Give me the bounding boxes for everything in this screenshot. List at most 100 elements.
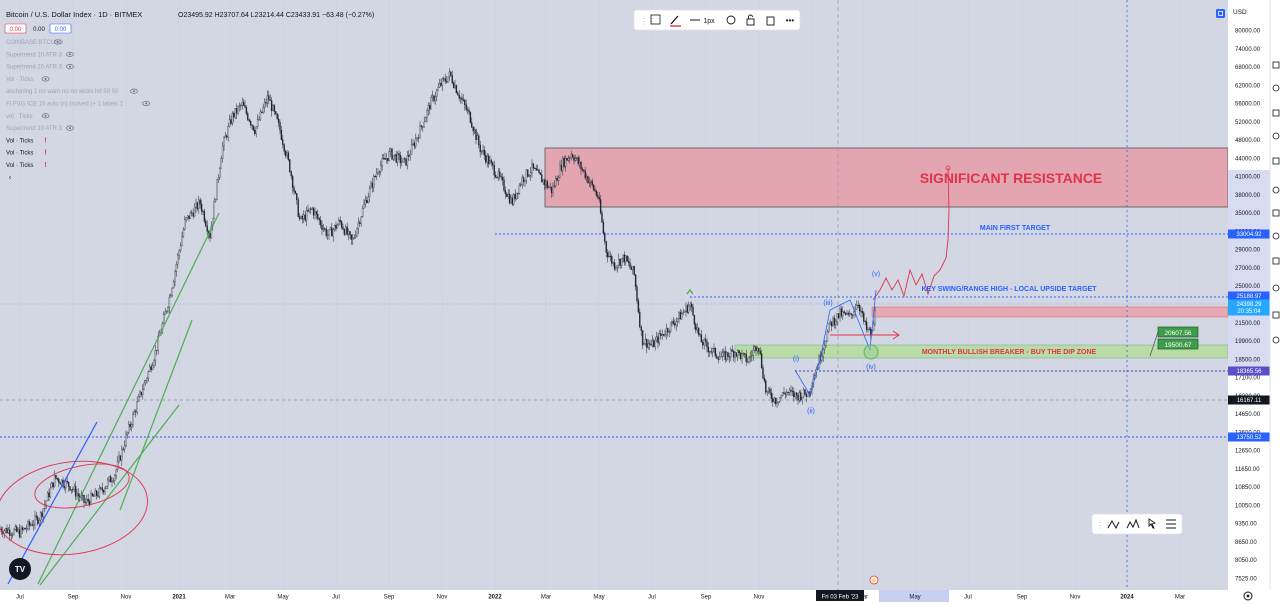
template-icon[interactable] xyxy=(650,14,661,25)
candle-body xyxy=(412,142,414,145)
eye-icon[interactable] xyxy=(41,113,50,119)
price-badge xyxy=(1228,291,1270,301)
warning-icon[interactable]: ! xyxy=(44,137,46,144)
candle-body xyxy=(213,200,215,220)
resistance-zone[interactable] xyxy=(544,147,1229,208)
collapse-chevron-icon[interactable]: ‹ xyxy=(9,174,12,181)
axis-settings-gear-icon[interactable] xyxy=(1243,591,1253,601)
candle-body xyxy=(602,221,605,234)
input-boxes[interactable]: 0.00 0.00 0.00 xyxy=(4,23,72,34)
highlight-ellipse-outer[interactable] xyxy=(0,452,154,564)
wave-iii-label[interactable]: (iii) xyxy=(823,300,832,307)
candle-body xyxy=(437,86,439,91)
settings-square-icon[interactable] xyxy=(1216,9,1225,18)
event-marker-icon[interactable]: ⚡ xyxy=(869,575,879,585)
indicator-label[interactable]: Vol · Ticks xyxy=(6,77,33,83)
candle-body xyxy=(795,392,798,396)
swing-high-label[interactable]: KEY SWING/RANGE HIGH - LOCAL UPSIDE TARG… xyxy=(921,286,1097,293)
wave-i-label[interactable]: (i) xyxy=(793,356,799,363)
pattern-tool-icon[interactable] xyxy=(1107,519,1120,530)
candle-body xyxy=(735,352,738,357)
indicator-label[interactable]: anchoring 1 no warn no no wicks hd 50 50 xyxy=(6,89,119,95)
price-label-bottom[interactable]: 19500.67 xyxy=(1157,338,1199,350)
wave-v-label[interactable]: (v) xyxy=(872,271,880,278)
candle-body xyxy=(30,524,32,526)
candle-body xyxy=(847,312,850,315)
drawing-toolbar[interactable]: ⋮⋮ 1px ••• xyxy=(633,9,801,31)
candle-body xyxy=(307,209,309,212)
indicator-label[interactable]: Vol · Ticks xyxy=(6,138,33,144)
candle-body xyxy=(361,208,364,218)
candle-body xyxy=(804,389,806,395)
candle-body xyxy=(430,97,432,110)
candle-body xyxy=(854,309,857,312)
toolbar-settings-icon[interactable] xyxy=(726,15,736,25)
candle-body xyxy=(431,95,434,98)
buy-circle[interactable] xyxy=(863,344,879,360)
candle-body xyxy=(174,271,176,282)
highlight-ellipse-inner[interactable] xyxy=(31,456,133,515)
indicator-label[interactable]: Supertrend 10 ATR 3 xyxy=(6,52,63,58)
pen-color-icon[interactable] xyxy=(670,15,679,25)
wave-iv-label[interactable]: (iv) xyxy=(866,364,876,371)
more-icon[interactable]: ••• xyxy=(786,16,795,25)
projected-path[interactable] xyxy=(872,167,950,301)
line-width-label[interactable]: 1px xyxy=(703,18,715,25)
candle-body xyxy=(56,478,59,480)
price-badge-label: 18365.56 xyxy=(1236,369,1262,375)
candle-body xyxy=(832,317,834,327)
lock-icon[interactable] xyxy=(746,18,755,26)
candle-body xyxy=(248,119,250,122)
candle-body xyxy=(689,303,691,307)
candle-body xyxy=(723,351,725,353)
indicator-label[interactable]: FI FVG ICE 15 auto (n) (solved (+ 1 labe… xyxy=(6,102,124,108)
replay-toolbar[interactable]: ⋮⋮ xyxy=(1091,513,1183,535)
eye-icon[interactable] xyxy=(130,88,138,94)
supply-zone[interactable] xyxy=(871,306,1229,318)
currency-label[interactable]: USD xyxy=(1233,9,1247,16)
wave-tool-icon[interactable] xyxy=(1126,518,1140,529)
indicator-label[interactable]: Supertrend 20 ATR 3 xyxy=(6,65,63,71)
trend-line-blue[interactable] xyxy=(7,421,98,585)
indicator-label[interactable]: vol · Ticks xyxy=(6,114,33,120)
candle-body xyxy=(805,394,808,397)
indicator-label[interactable]: COINBASE:BTCUSD xyxy=(6,40,64,46)
eye-icon[interactable] xyxy=(142,100,151,107)
trend-line-green-2[interactable] xyxy=(119,319,193,511)
plot-area[interactable] xyxy=(0,0,1228,590)
candle-body xyxy=(765,380,767,393)
candle-body xyxy=(322,228,325,230)
eye-icon[interactable] xyxy=(66,51,74,57)
candle-body xyxy=(709,351,711,353)
eye-icon[interactable] xyxy=(66,125,74,131)
warning-icon[interactable]: ! xyxy=(44,150,46,157)
time-axis[interactable] xyxy=(0,590,1270,605)
warning-icon[interactable]: ! xyxy=(44,162,46,169)
candle-body xyxy=(178,250,180,256)
eye-icon[interactable] xyxy=(66,64,74,70)
indicator-label[interactable]: Vol · Ticks xyxy=(6,163,33,169)
candle-body xyxy=(710,351,712,353)
time-highlight-label: May xyxy=(909,595,920,601)
object-tree-icon[interactable] xyxy=(1166,519,1176,529)
trash-icon[interactable] xyxy=(766,16,775,26)
resistance-label[interactable]: SIGNIFICANT RESISTANCE xyxy=(920,170,1103,186)
candle-body xyxy=(235,108,238,114)
eye-icon[interactable] xyxy=(53,39,62,45)
candle-body xyxy=(532,163,535,169)
main-target-label[interactable]: MAIN FIRST TARGET xyxy=(980,225,1051,232)
indicator-label[interactable]: Vol · Ticks xyxy=(6,151,33,157)
symbol-title[interactable]: Bitcoin / U.S. Dollar Index · 1D · BITME… xyxy=(6,10,142,19)
candle-body xyxy=(644,338,647,344)
breaker-label[interactable]: MONTHLY BULLISH BREAKER - BUY THE DIP ZO… xyxy=(922,349,1097,356)
trend-line-green-1[interactable] xyxy=(37,212,220,585)
cursor-icon[interactable] xyxy=(1148,518,1157,529)
sidebar-icons[interactable] xyxy=(1272,61,1280,344)
wave-ii-label[interactable]: (ii) xyxy=(807,408,815,415)
eye-icon[interactable] xyxy=(41,76,50,82)
indicator-label[interactable]: Supertrend 10 ATR 3 xyxy=(6,126,63,132)
price-label-top[interactable]: 20607.56 xyxy=(1157,326,1199,338)
candle-body xyxy=(366,200,368,204)
tradingview-logo[interactable]: TV xyxy=(9,558,31,580)
